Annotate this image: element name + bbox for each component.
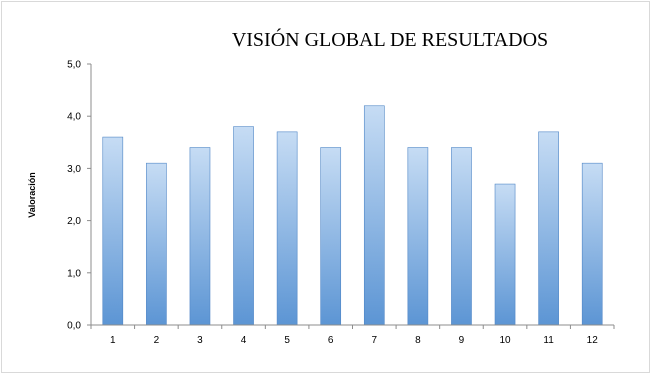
x-tick-label: 1 bbox=[110, 335, 116, 346]
y-axis: 0,0 1,0 2,0 3,0 4,0 5,0 bbox=[67, 60, 92, 332]
y-tick-label: 1,0 bbox=[67, 268, 81, 279]
bar-9 bbox=[451, 147, 472, 326]
bar-1 bbox=[102, 136, 124, 326]
x-tick-label: 9 bbox=[459, 335, 465, 346]
x-tick-label: 3 bbox=[197, 335, 203, 346]
bar-6 bbox=[320, 147, 342, 326]
bar-10 bbox=[494, 183, 516, 326]
bar-2 bbox=[146, 162, 167, 326]
y-tick-label: 0,0 bbox=[67, 321, 81, 332]
bar-7 bbox=[363, 105, 385, 326]
bar-11 bbox=[538, 131, 559, 326]
x-tick-label: 7 bbox=[372, 335, 378, 346]
x-tick-label: 4 bbox=[241, 335, 247, 346]
x-tick-label: 2 bbox=[154, 335, 160, 346]
x-tick-label: 12 bbox=[587, 335, 599, 346]
y-axis-label: Valoración bbox=[27, 172, 37, 218]
y-tick-label: 3,0 bbox=[67, 164, 81, 175]
x-tick-label: 5 bbox=[284, 335, 290, 346]
y-tick-label: 4,0 bbox=[67, 112, 81, 123]
bar-4 bbox=[233, 126, 254, 326]
y-tick-label: 2,0 bbox=[67, 216, 81, 227]
bar-3 bbox=[189, 147, 211, 326]
x-tick-label: 11 bbox=[543, 335, 554, 346]
x-tick-label: 10 bbox=[499, 335, 511, 346]
x-tick-label: 6 bbox=[328, 335, 334, 346]
bar-8 bbox=[407, 147, 429, 326]
x-tick-label: 8 bbox=[415, 335, 421, 346]
x-axis: 1 2 3 4 5 6 7 8 9 10 11 12 bbox=[90, 324, 615, 346]
bars-group bbox=[102, 105, 603, 326]
bar-12 bbox=[581, 162, 603, 326]
y-tick-label: 5,0 bbox=[67, 60, 81, 71]
bar-5 bbox=[276, 131, 298, 326]
chart-title: VISIÓN GLOBAL DE RESULTADOS bbox=[232, 27, 548, 51]
